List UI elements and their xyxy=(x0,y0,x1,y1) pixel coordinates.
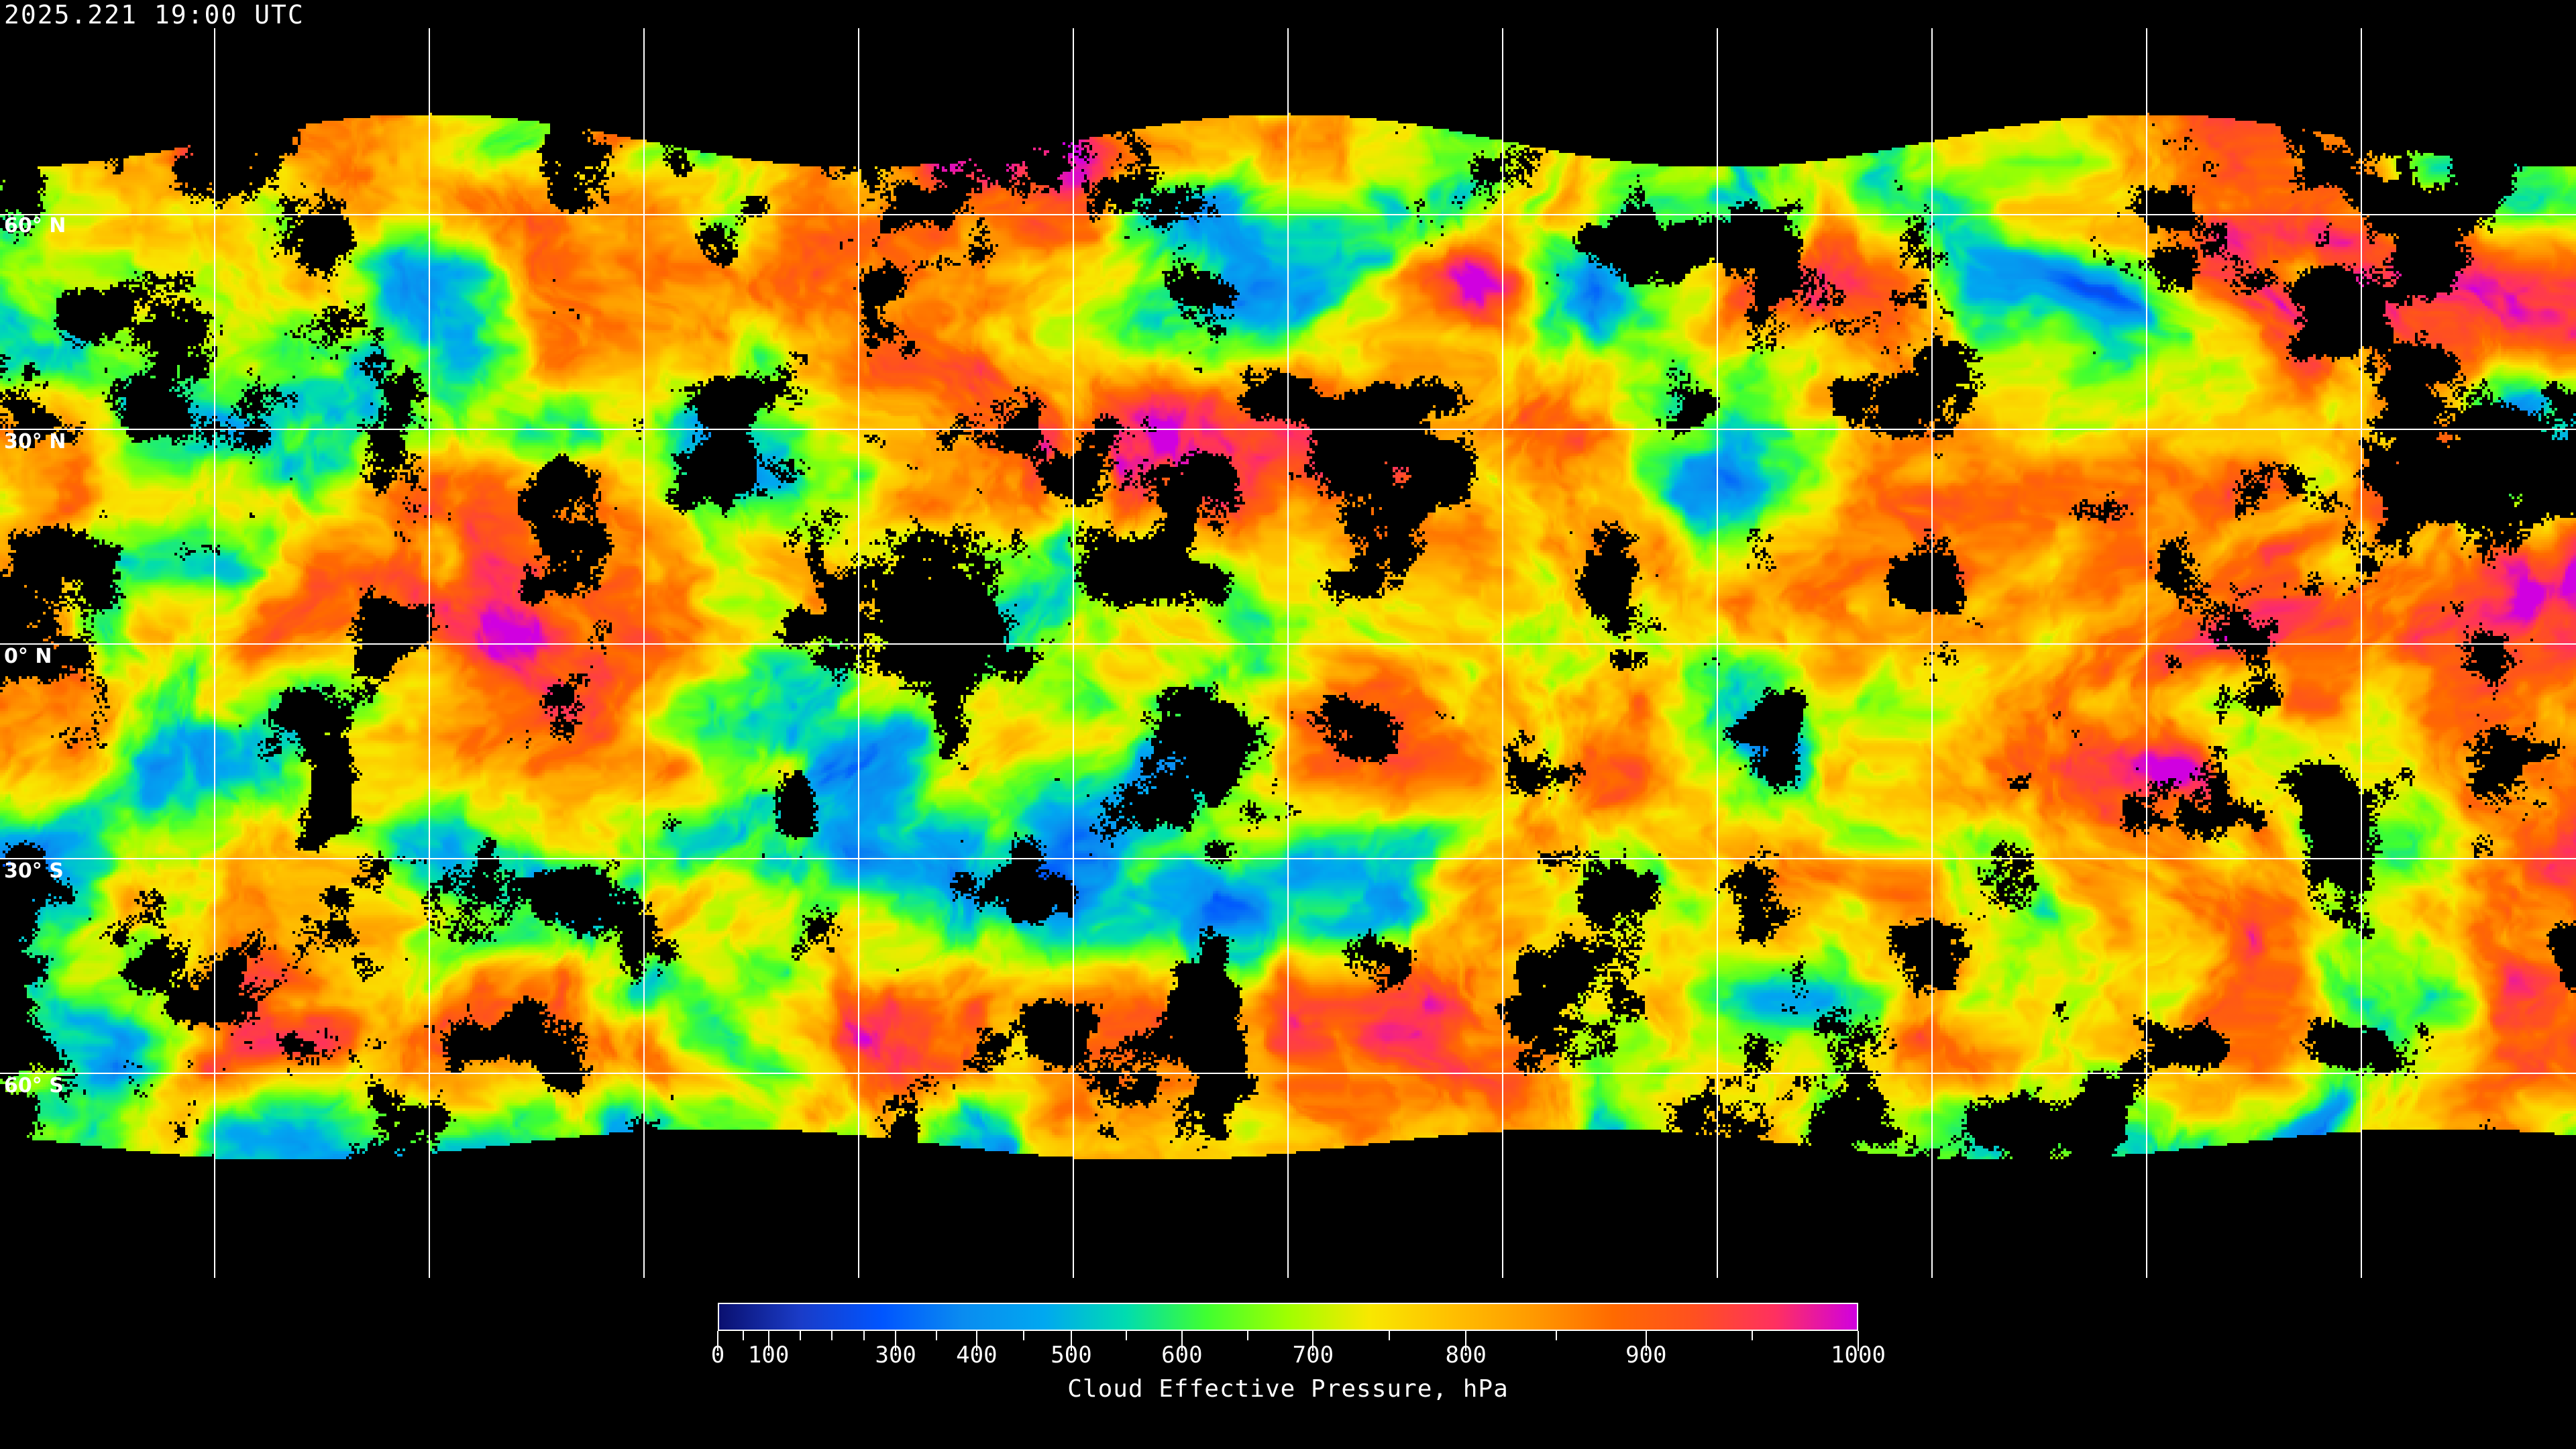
lat-label-30s: 30° S xyxy=(4,859,64,883)
lat-label-equator: 0° N xyxy=(4,645,52,668)
tick-label-0: 0 xyxy=(710,1342,725,1368)
lat-label-60n: 60° N xyxy=(4,214,66,237)
timestamp: 2025.221 19:00 UTC xyxy=(4,0,305,30)
colorbar-title: Cloud Effective Pressure, hPa xyxy=(1067,1375,1509,1403)
minor-tick xyxy=(935,1331,937,1340)
major-tick xyxy=(1312,1331,1314,1351)
minor-tick xyxy=(800,1331,802,1340)
tick-label-1000: 1000 xyxy=(1831,1342,1886,1368)
major-tick xyxy=(1465,1331,1467,1351)
minor-tick xyxy=(1389,1331,1391,1340)
major-tick xyxy=(975,1331,977,1351)
tick-label-800: 800 xyxy=(1445,1342,1487,1368)
tick-label-400: 400 xyxy=(956,1342,998,1368)
tick-label-500: 500 xyxy=(1051,1342,1092,1368)
minor-tick xyxy=(1751,1331,1753,1340)
minor-tick xyxy=(1023,1331,1025,1340)
minor-tick xyxy=(863,1331,865,1340)
tick-label-300: 300 xyxy=(875,1342,916,1368)
lat-label-60s: 60° S xyxy=(4,1074,64,1097)
major-tick xyxy=(717,1331,718,1351)
graticule xyxy=(0,28,2576,1278)
tick-label-600: 600 xyxy=(1161,1342,1203,1368)
lat-label-30n: 30° N xyxy=(4,430,66,453)
major-tick xyxy=(1071,1331,1072,1351)
minor-tick xyxy=(1246,1331,1248,1340)
major-tick xyxy=(895,1331,897,1351)
major-tick xyxy=(767,1331,769,1351)
tick-label-700: 700 xyxy=(1292,1342,1334,1368)
colorbar xyxy=(718,1303,1858,1331)
cloud-pressure-map: 60° N 30° N 0° N 30° S 60° S xyxy=(0,0,2576,1288)
major-tick xyxy=(1181,1331,1183,1351)
minor-tick xyxy=(742,1331,744,1340)
minor-tick xyxy=(831,1331,833,1340)
major-tick xyxy=(1645,1331,1647,1351)
tick-label-900: 900 xyxy=(1625,1342,1667,1368)
major-tick xyxy=(1858,1331,1859,1351)
minor-tick xyxy=(1126,1331,1128,1340)
minor-tick xyxy=(1555,1331,1557,1340)
tick-label-100: 100 xyxy=(747,1342,790,1368)
colorbar-ticks xyxy=(717,1331,1859,1351)
